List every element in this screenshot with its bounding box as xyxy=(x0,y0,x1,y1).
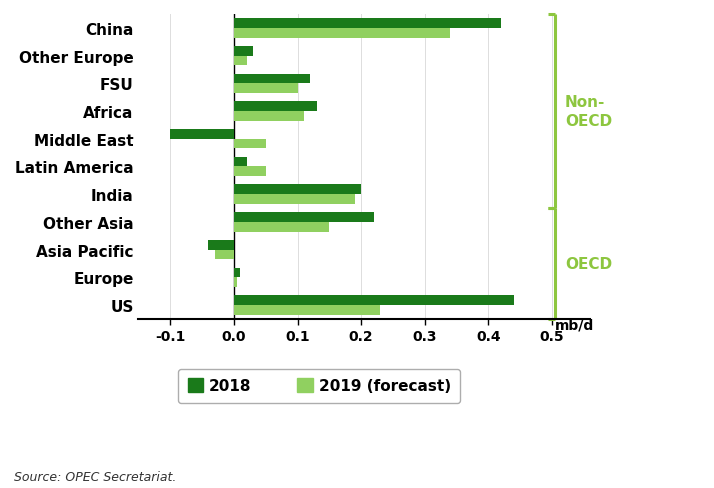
Bar xyxy=(234,19,501,29)
Bar xyxy=(234,185,361,195)
Bar xyxy=(234,305,381,315)
Bar xyxy=(234,268,241,278)
Bar xyxy=(234,296,514,305)
Bar xyxy=(234,140,266,149)
Bar xyxy=(171,130,234,140)
Text: mb/d: mb/d xyxy=(555,318,595,332)
Bar xyxy=(234,74,311,84)
Bar xyxy=(234,102,316,112)
Bar xyxy=(208,240,234,250)
Bar xyxy=(234,223,329,232)
Bar xyxy=(234,112,304,122)
Bar xyxy=(234,29,451,39)
Text: Non-
OECD: Non- OECD xyxy=(565,95,612,128)
Bar xyxy=(234,213,374,223)
Bar xyxy=(234,278,237,287)
Bar xyxy=(234,167,266,177)
Bar xyxy=(234,47,253,57)
Text: Source: OPEC Secretariat.: Source: OPEC Secretariat. xyxy=(14,470,176,483)
Bar xyxy=(234,195,355,204)
Bar xyxy=(234,157,246,167)
Legend: 2018, 2019 (forecast): 2018, 2019 (forecast) xyxy=(178,369,460,403)
Bar xyxy=(234,57,246,66)
Bar xyxy=(234,84,298,94)
Text: OECD: OECD xyxy=(565,256,612,271)
Bar xyxy=(215,250,234,260)
